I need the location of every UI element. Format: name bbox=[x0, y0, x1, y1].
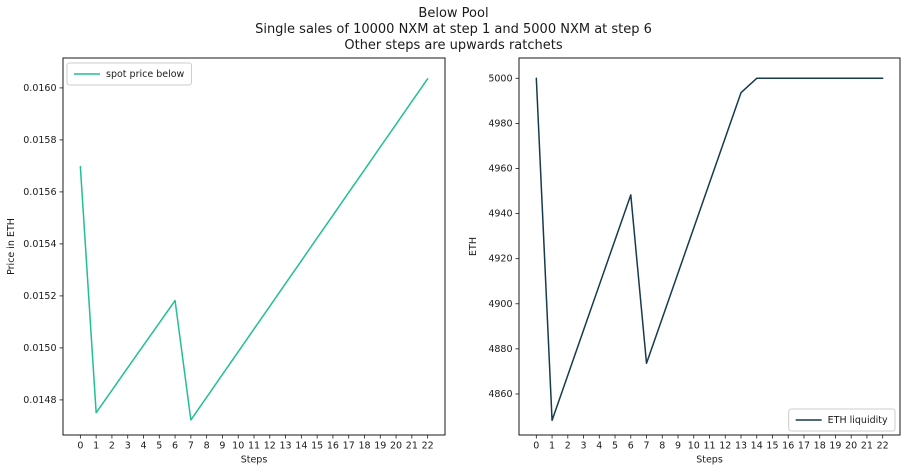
x-tick-label: 8 bbox=[659, 440, 665, 451]
x-tick-label: 3 bbox=[125, 440, 131, 451]
y-tick-label: 4880 bbox=[488, 344, 512, 355]
y-tick-label: 0.0158 bbox=[23, 135, 56, 146]
y-axis: 4860 4880 4900 4920 4940 4960 4980 5000 ETH bbox=[468, 73, 519, 400]
y-tick-label: 4960 bbox=[488, 164, 512, 175]
x-tick-label: 19 bbox=[374, 440, 386, 451]
plot-area bbox=[62, 57, 446, 436]
y-axis-label: ETH bbox=[468, 237, 479, 256]
x-tick-label: 4 bbox=[140, 440, 146, 451]
x-tick-label: 17 bbox=[343, 440, 355, 451]
legend: ETH liquidity bbox=[788, 408, 896, 432]
x-tick-label: 13 bbox=[735, 440, 747, 451]
x-tick-label: 20 bbox=[390, 440, 402, 451]
legend-box bbox=[788, 408, 896, 432]
legend-label: spot price below bbox=[106, 69, 185, 80]
y-tick-label: 0.0148 bbox=[23, 395, 56, 406]
x-tick-label: 14 bbox=[295, 440, 307, 451]
x-tick-label: 9 bbox=[675, 440, 681, 451]
legend-box bbox=[66, 62, 193, 86]
y-tick-label: 0.0150 bbox=[23, 343, 56, 354]
y-tick-label: 4980 bbox=[488, 118, 512, 129]
y-tick-label: 0.0152 bbox=[23, 291, 56, 302]
y-tick-label: 4860 bbox=[488, 389, 512, 400]
x-tick-label: 14 bbox=[751, 440, 763, 451]
legend-label: ETH liquidity bbox=[828, 415, 888, 426]
spot-price-chart: 0 1 2 3 4 5 6 7 8 9 10 11 12 13 14 15 16 17 18 19 20 21 22Step… bbox=[6, 57, 446, 465]
x-tick-label: 11 bbox=[703, 440, 715, 451]
x-tick-label: 18 bbox=[358, 440, 370, 451]
figure-title: Below Pool Single sales of 10000 NXM at … bbox=[255, 6, 652, 53]
x-tick-label: 12 bbox=[719, 440, 731, 451]
x-tick-label: 7 bbox=[188, 440, 194, 451]
y-axis-label: Price in ETH bbox=[6, 218, 17, 275]
y-axis: 0.0148 0.0150 0.0152 0.0154 0.0156 0.0158 0.01… bbox=[6, 83, 63, 406]
x-tick-label: 5 bbox=[156, 440, 162, 451]
x-tick-label: 5 bbox=[612, 440, 618, 451]
x-tick-label: 8 bbox=[204, 440, 210, 451]
x-tick-label: 15 bbox=[311, 440, 323, 451]
spot-price-below-line bbox=[79, 78, 429, 421]
x-tick-label: 19 bbox=[829, 440, 841, 451]
y-tick-label: 0.0156 bbox=[23, 187, 56, 198]
ETH-liquidity-line bbox=[535, 77, 884, 422]
x-tick-label: 21 bbox=[406, 440, 418, 451]
eth-liquidity-chart: 0 1 2 3 4 5 6 7 8 9 10 11 12 13 14 15 16 17 18 19 20 21 22Step… bbox=[468, 57, 901, 465]
x-tick-label: 17 bbox=[798, 440, 810, 451]
x-tick-label: 9 bbox=[219, 440, 225, 451]
x-tick-label: 7 bbox=[644, 440, 650, 451]
x-tick-label: 16 bbox=[782, 440, 794, 451]
y-tick-label: 4920 bbox=[488, 254, 512, 265]
y-tick-label: 4940 bbox=[488, 209, 512, 220]
x-tick-label: 15 bbox=[766, 440, 778, 451]
x-tick-label: 1 bbox=[93, 440, 99, 451]
x-tick-label: 4 bbox=[596, 440, 602, 451]
x-tick-label: 3 bbox=[581, 440, 587, 451]
x-tick-label: 12 bbox=[264, 440, 276, 451]
y-tick-label: 0.0154 bbox=[23, 239, 56, 250]
x-tick-label: 0 bbox=[77, 440, 83, 451]
y-tick-label: 0.0160 bbox=[23, 83, 56, 94]
y-tick-label: 4900 bbox=[488, 299, 512, 310]
x-tick-label: 0 bbox=[533, 440, 539, 451]
x-tick-label: 13 bbox=[280, 440, 292, 451]
x-tick-label: 10 bbox=[232, 440, 244, 451]
x-tick-label: 1 bbox=[549, 440, 555, 451]
x-tick-label: 10 bbox=[688, 440, 700, 451]
x-tick-label: 11 bbox=[248, 440, 260, 451]
y-tick-label: 5000 bbox=[488, 73, 512, 84]
x-axis: 0 1 2 3 4 5 6 7 8 9 10 11 12 13 14 15 16 17 18 19 20 21 22Step… bbox=[77, 435, 434, 465]
x-axis: 0 1 2 3 4 5 6 7 8 9 10 11 12 13 14 15 16 17 18 19 20 21 22Step… bbox=[533, 435, 889, 465]
plot-area bbox=[518, 57, 901, 436]
x-tick-label: 22 bbox=[422, 440, 434, 451]
x-tick-label: 6 bbox=[172, 440, 178, 451]
x-tick-label: 16 bbox=[327, 440, 339, 451]
x-tick-label: 6 bbox=[628, 440, 634, 451]
x-tick-label: 20 bbox=[845, 440, 857, 451]
x-tick-label: 21 bbox=[861, 440, 873, 451]
x-tick-label: 22 bbox=[877, 440, 889, 451]
x-tick-label: 18 bbox=[814, 440, 826, 451]
x-axis-label: Steps bbox=[696, 454, 723, 465]
x-axis-label: Steps bbox=[241, 454, 268, 465]
x-tick-label: 2 bbox=[109, 440, 115, 451]
legend: spot price below bbox=[66, 62, 193, 86]
x-tick-label: 2 bbox=[565, 440, 571, 451]
